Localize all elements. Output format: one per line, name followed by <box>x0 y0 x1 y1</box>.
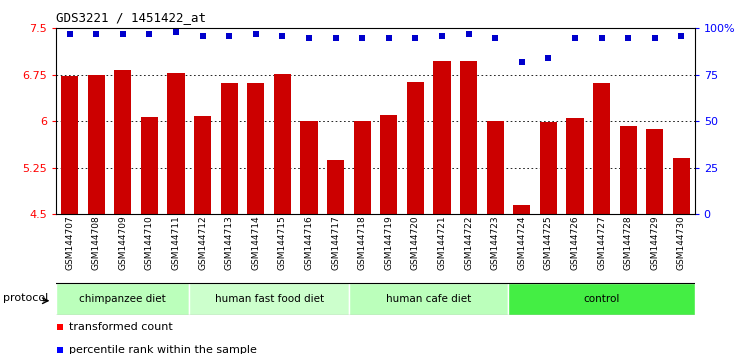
Text: GSM144714: GSM144714 <box>252 216 261 270</box>
Text: GSM144713: GSM144713 <box>225 216 234 270</box>
Point <box>223 33 235 39</box>
Text: human cafe diet: human cafe diet <box>386 294 472 304</box>
Text: protocol: protocol <box>3 292 48 303</box>
Bar <box>349 283 508 315</box>
Text: GSM144708: GSM144708 <box>92 216 101 270</box>
Point <box>170 29 182 35</box>
Text: control: control <box>584 294 620 304</box>
Bar <box>247 84 264 214</box>
Point <box>356 35 368 40</box>
Bar <box>274 74 291 214</box>
Bar <box>487 121 504 214</box>
Text: percentile rank within the sample: percentile rank within the sample <box>69 344 257 354</box>
Text: GSM144728: GSM144728 <box>623 216 632 270</box>
Text: GSM144729: GSM144729 <box>650 216 659 270</box>
Text: GDS3221 / 1451422_at: GDS3221 / 1451422_at <box>56 11 207 24</box>
Bar <box>114 70 131 214</box>
Text: GSM144726: GSM144726 <box>571 216 580 270</box>
Bar <box>194 116 211 214</box>
Bar <box>407 81 424 214</box>
Point <box>250 31 262 37</box>
Bar <box>327 160 344 214</box>
Text: GSM144721: GSM144721 <box>438 216 447 270</box>
Text: GSM144712: GSM144712 <box>198 216 207 270</box>
Point <box>596 35 608 40</box>
Bar <box>508 283 695 315</box>
Bar <box>61 76 78 214</box>
Bar <box>56 283 189 315</box>
Bar <box>593 83 611 214</box>
Bar <box>221 83 238 214</box>
Point <box>383 35 395 40</box>
Text: GSM144710: GSM144710 <box>145 216 154 270</box>
Text: GSM144723: GSM144723 <box>490 216 499 270</box>
Text: GSM144718: GSM144718 <box>357 216 366 270</box>
Text: GSM144719: GSM144719 <box>385 216 394 270</box>
Point <box>117 31 129 37</box>
Text: GSM144724: GSM144724 <box>517 216 526 270</box>
Bar <box>189 283 349 315</box>
Point <box>675 33 687 39</box>
Point <box>436 33 448 39</box>
Bar <box>566 118 584 214</box>
Text: GSM144707: GSM144707 <box>65 216 74 270</box>
Text: GSM144722: GSM144722 <box>464 216 473 270</box>
Bar <box>167 73 185 214</box>
Text: GSM144709: GSM144709 <box>119 216 128 270</box>
Bar <box>460 61 477 214</box>
Bar <box>540 122 557 214</box>
Point <box>197 33 209 39</box>
Bar <box>433 61 451 214</box>
Bar <box>300 121 318 214</box>
Point <box>489 35 501 40</box>
Text: chimpanzee diet: chimpanzee diet <box>80 294 166 304</box>
Point <box>569 35 581 40</box>
Point <box>399 231 411 236</box>
Text: GSM144720: GSM144720 <box>411 216 420 270</box>
Text: GSM144730: GSM144730 <box>677 216 686 270</box>
Text: transformed count: transformed count <box>69 321 173 332</box>
Point <box>542 55 554 61</box>
Bar <box>513 205 530 214</box>
Bar <box>646 129 663 214</box>
Text: human fast food diet: human fast food diet <box>215 294 324 304</box>
Point <box>463 31 475 37</box>
Point <box>399 22 411 27</box>
Point <box>516 59 528 65</box>
Point <box>143 31 155 37</box>
Text: GSM144715: GSM144715 <box>278 216 287 270</box>
Bar <box>88 75 105 214</box>
Bar <box>673 158 690 214</box>
Point <box>64 31 76 37</box>
Bar <box>140 117 158 214</box>
Point <box>330 35 342 40</box>
Text: GSM144725: GSM144725 <box>544 216 553 270</box>
Text: GSM144727: GSM144727 <box>597 216 606 270</box>
Text: GSM144711: GSM144711 <box>171 216 180 270</box>
Point <box>276 33 288 39</box>
Point <box>649 35 661 40</box>
Text: GSM144716: GSM144716 <box>304 216 313 270</box>
Bar <box>380 115 397 214</box>
Point <box>90 31 102 37</box>
Text: GSM144717: GSM144717 <box>331 216 340 270</box>
Point <box>303 35 315 40</box>
Point <box>409 35 421 40</box>
Point <box>622 35 634 40</box>
Bar <box>620 126 637 214</box>
Bar <box>354 121 371 214</box>
